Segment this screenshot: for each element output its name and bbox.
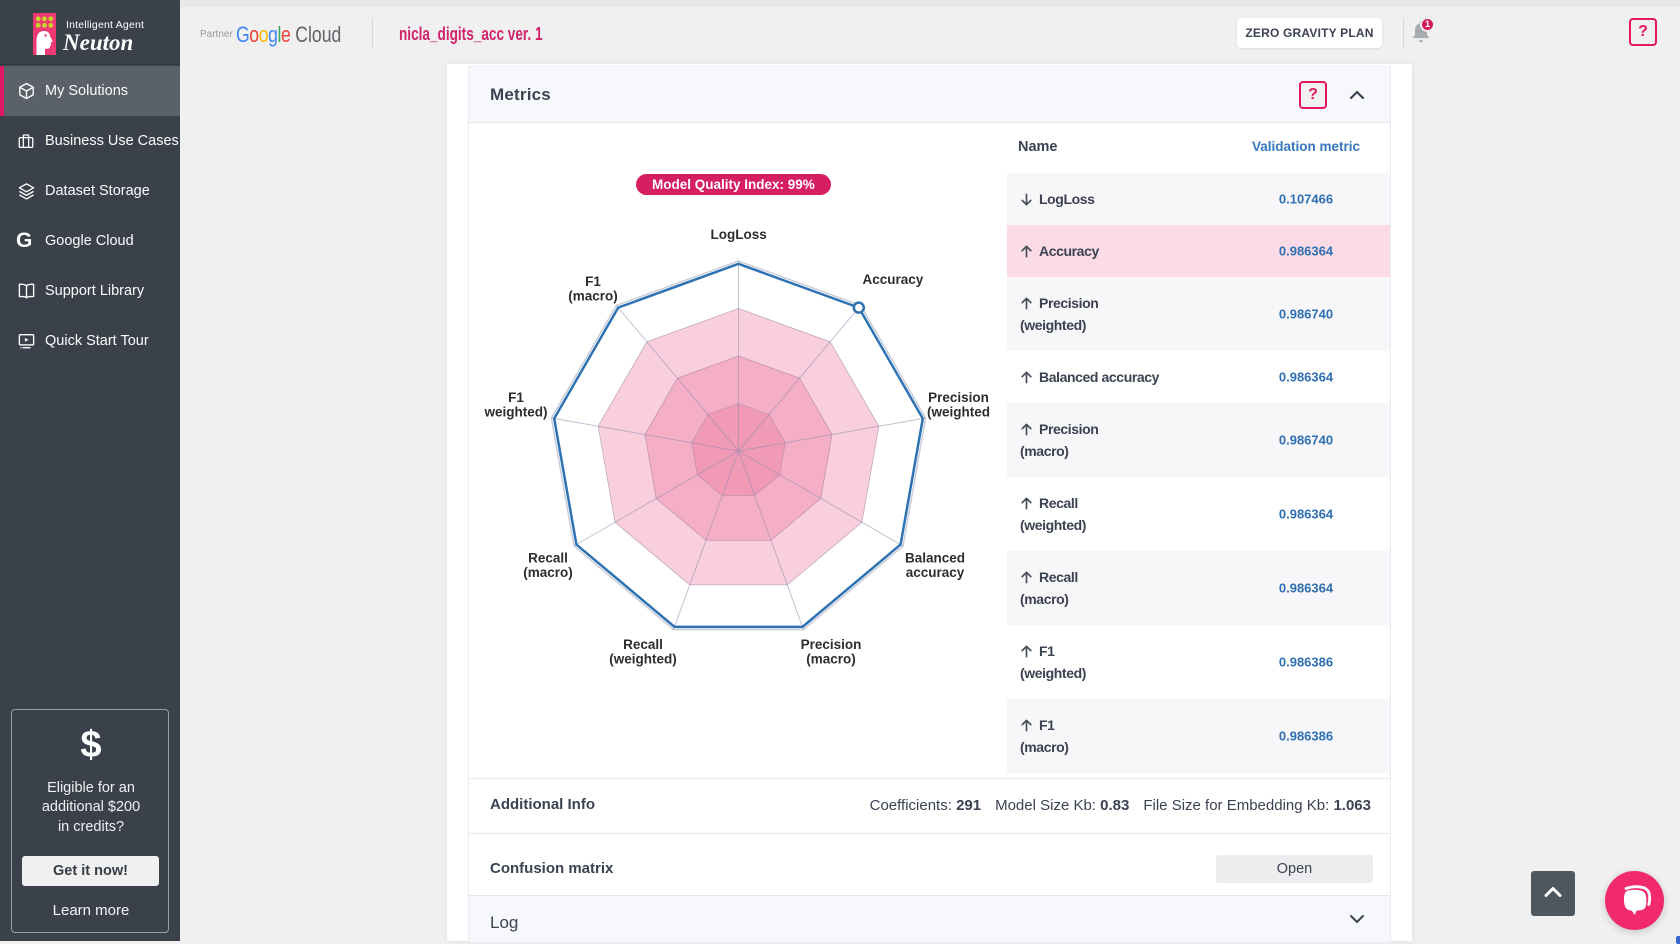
svg-text:F1: F1 (585, 274, 601, 289)
svg-text:Recall: Recall (623, 637, 663, 652)
svg-text:weighted): weighted) (484, 405, 548, 420)
svg-text:Recall: Recall (528, 551, 568, 566)
svg-text:F1: F1 (508, 390, 524, 405)
svg-text:(macro): (macro) (568, 289, 618, 304)
svg-text:(weighted): (weighted) (609, 652, 677, 667)
svg-text:(macro): (macro) (523, 565, 573, 580)
svg-text:(macro): (macro) (806, 652, 856, 667)
svg-text:accuracy: accuracy (906, 565, 965, 580)
svg-text:LogLoss: LogLoss (710, 227, 766, 242)
svg-text:Precision: Precision (801, 637, 862, 652)
svg-text:Precision: Precision (928, 390, 989, 405)
svg-text:Accuracy: Accuracy (863, 272, 924, 287)
svg-text:Balanced: Balanced (905, 551, 965, 566)
svg-text:(weighted: (weighted (927, 405, 990, 420)
